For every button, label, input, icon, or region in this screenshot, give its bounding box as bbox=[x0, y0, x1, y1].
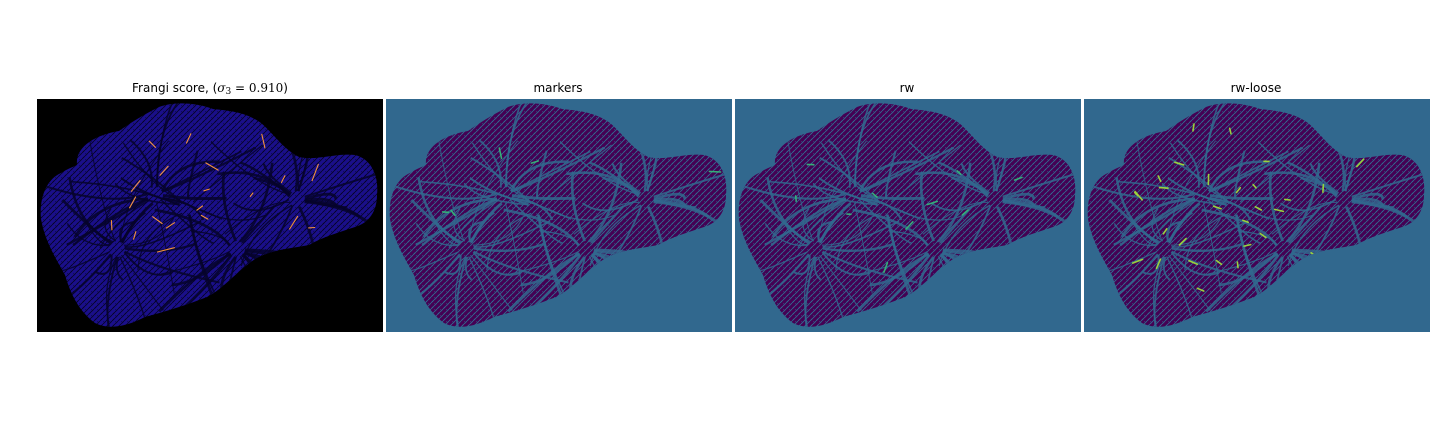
highlight-segment bbox=[1212, 205, 1222, 210]
highlight-segment bbox=[872, 192, 878, 198]
rw-loose-svg bbox=[1084, 99, 1430, 332]
highlight-segment bbox=[1174, 161, 1185, 166]
highlight-segment bbox=[1134, 190, 1144, 201]
highlight-segment bbox=[1254, 206, 1263, 211]
highlight-segment bbox=[196, 205, 204, 211]
rw-image bbox=[735, 99, 1081, 332]
highlight-segment bbox=[961, 209, 969, 216]
highlight-segment bbox=[794, 195, 798, 202]
highlight-segment bbox=[1355, 158, 1365, 168]
highlight-segment bbox=[159, 165, 169, 176]
markers-image bbox=[386, 99, 732, 332]
highlight-segment bbox=[1162, 228, 1168, 235]
highlight-segment bbox=[156, 247, 175, 253]
highlight-segment bbox=[205, 162, 219, 171]
highlight-segment bbox=[498, 147, 503, 160]
highlight-segment bbox=[200, 214, 209, 220]
highlight-segment bbox=[1273, 208, 1285, 213]
highlight-segment bbox=[1235, 186, 1242, 194]
frangi-score-svg bbox=[37, 99, 383, 332]
highlight-segment bbox=[1284, 198, 1291, 201]
frangi-title-value: 0.910 bbox=[248, 81, 284, 95]
vessel-network bbox=[389, 103, 727, 327]
highlight-segment bbox=[883, 262, 889, 274]
highlight-segment bbox=[1242, 219, 1249, 224]
highlight-segment bbox=[905, 221, 914, 230]
highlight-segment bbox=[1259, 232, 1267, 239]
rw-loose-image bbox=[1084, 99, 1430, 332]
highlight-segment bbox=[1252, 183, 1257, 189]
frangi-title-symbol: σ3 = 0.910 bbox=[217, 81, 284, 97]
panel-title-rw: rw bbox=[899, 81, 915, 95]
highlight-segment bbox=[708, 170, 722, 173]
highlight-segment bbox=[1188, 260, 1199, 265]
highlight-segment bbox=[1236, 261, 1239, 269]
highlight-segment bbox=[165, 222, 176, 229]
highlight-segment bbox=[110, 219, 113, 231]
panel-title-markers: markers bbox=[533, 81, 583, 95]
highlight-segment bbox=[926, 200, 939, 206]
highlight-segment bbox=[1178, 237, 1187, 246]
highlight-segment bbox=[1131, 258, 1144, 264]
highlight-segment bbox=[280, 175, 286, 184]
highlight-segment bbox=[249, 192, 254, 197]
highlight-segment bbox=[1158, 186, 1169, 189]
highlight-segment bbox=[203, 188, 210, 192]
highlight-segment bbox=[133, 231, 137, 240]
frangi-title-equals: = bbox=[231, 81, 249, 95]
frangi-score-image bbox=[37, 99, 383, 332]
highlight-segment bbox=[311, 163, 319, 182]
highlight-segment bbox=[130, 179, 141, 192]
highlight-segment bbox=[129, 196, 137, 209]
panel-title-frangi: Frangi score, (σ3 = 0.910) bbox=[37, 80, 383, 100]
highlight-segment bbox=[1155, 258, 1162, 270]
markers-svg bbox=[386, 99, 732, 332]
highlight-segment bbox=[1243, 243, 1252, 247]
highlight-segment bbox=[1013, 176, 1023, 181]
highlight-segment bbox=[530, 160, 539, 164]
highlight-segment bbox=[1322, 183, 1325, 193]
highlight-segment bbox=[289, 215, 299, 230]
frangi-title-suffix: ) bbox=[283, 81, 288, 95]
rw-svg bbox=[735, 99, 1081, 332]
highlight-segment bbox=[1192, 123, 1195, 132]
highlight-segment bbox=[152, 216, 163, 225]
highlight-segment bbox=[1215, 259, 1223, 266]
highlight-segment bbox=[185, 133, 192, 144]
highlight-segment bbox=[1228, 127, 1232, 135]
highlight-segment bbox=[261, 133, 266, 149]
frangi-title-prefix: Frangi score, ( bbox=[132, 81, 218, 95]
highlight-segment bbox=[450, 209, 456, 216]
highlight-segment bbox=[1196, 287, 1205, 292]
highlight-segment bbox=[1157, 175, 1162, 183]
highlight-segment bbox=[148, 140, 157, 148]
frangi-title-subscript: 3 bbox=[225, 87, 232, 97]
panel-title-rw-loose: rw-loose bbox=[1230, 81, 1282, 95]
highlight-segment bbox=[956, 170, 962, 175]
